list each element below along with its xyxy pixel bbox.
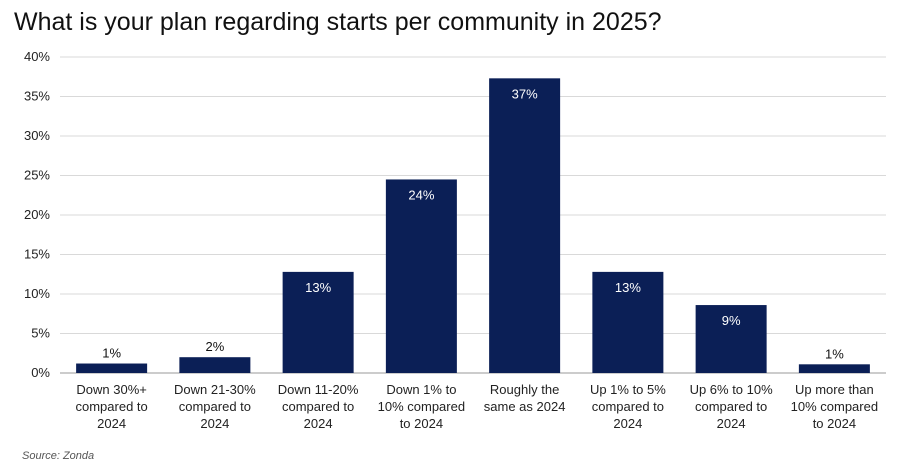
x-tick-label: Down 30%+ [76,382,146,397]
y-tick-label: 40% [24,49,50,64]
x-tick-label: 10% compared [791,399,878,414]
bar [798,364,870,373]
x-tick-label: compared to [695,399,767,414]
x-tick-label: 2024 [613,416,642,431]
y-tick-label: 20% [24,207,50,222]
x-tick-label: compared to [592,399,664,414]
x-tick-label: Roughly the [490,382,559,397]
source-note: Source: Zonda [22,450,95,462]
x-tick-label: Down 1% to [386,382,456,397]
data-label: 9% [722,313,741,328]
data-label: 1% [102,346,121,361]
x-tick-label: compared to [179,399,251,414]
y-tick-label: 25% [24,168,50,183]
x-tick-label: 2024 [304,416,333,431]
x-tick-label: compared to [75,399,147,414]
data-label: 13% [615,280,641,295]
data-label: 13% [305,280,331,295]
x-tick-label: Up 1% to 5% [590,382,666,397]
x-tick-label: 2024 [200,416,229,431]
x-tick-label: Up more than [795,382,874,397]
bar [179,357,251,373]
bar [385,179,457,373]
y-tick-label: 0% [31,365,50,380]
y-tick-label: 30% [24,128,50,143]
x-tick-label: to 2024 [813,416,856,431]
bar [592,271,664,373]
data-label: 1% [825,346,844,361]
chart-title: What is your plan regarding starts per c… [14,8,662,36]
y-tick-label: 5% [31,326,50,341]
y-tick-label: 35% [24,89,50,104]
x-tick-label: 10% compared [378,399,465,414]
x-tick-label: Down 11-20% [278,382,359,397]
x-tick-label: same as 2024 [484,399,566,414]
y-tick-label: 10% [24,286,50,301]
data-label: 24% [408,187,434,202]
x-tick-label: to 2024 [400,416,443,431]
x-tick-label: 2024 [717,416,746,431]
bar [282,271,354,373]
x-tick-label: compared to [282,399,354,414]
data-label: 2% [205,339,224,354]
bar [76,363,148,373]
x-tick-label: 2024 [97,416,126,431]
bar [695,305,767,373]
data-label: 37% [512,86,538,101]
y-tick-label: 15% [24,247,50,262]
x-tick-label: Down 21-30% [174,382,256,397]
bar [489,78,561,373]
x-tick-label: Up 6% to 10% [690,382,774,397]
